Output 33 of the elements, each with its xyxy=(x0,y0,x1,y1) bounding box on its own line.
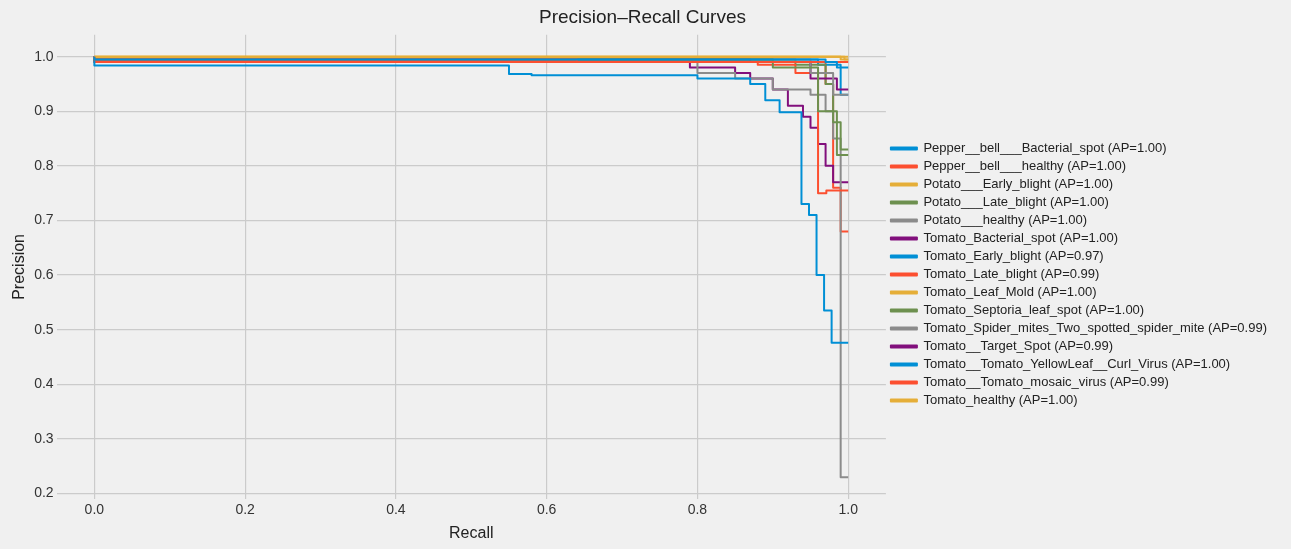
x-tick-label: 0.0 xyxy=(84,501,105,518)
legend-label: Tomato__Tomato_mosaic_virus (AP=0.99) xyxy=(923,374,1169,390)
legend-label: Tomato__Target_Spot (AP=0.99) xyxy=(923,338,1114,354)
legend-label: Pepper__bell___Bacterial_spot (AP=1.00) xyxy=(923,140,1167,156)
y-tick-label: 0.2 xyxy=(34,484,54,501)
legend-label: Tomato_Septoria_leaf_spot (AP=1.00) xyxy=(923,302,1145,318)
legend-label: Tomato_Bacterial_spot (AP=1.00) xyxy=(923,230,1119,246)
legend-label: Potato___Early_blight (AP=1.00) xyxy=(923,176,1114,192)
x-tick-label: 0.2 xyxy=(235,501,256,518)
legend-label: Tomato_healthy (AP=1.00) xyxy=(923,392,1078,408)
y-axis-title: Precision xyxy=(10,233,28,300)
legend-label: Tomato_Spider_mites_Two_spotted_spider_mite (AP=0.99) xyxy=(923,320,1267,336)
legend-label: Tomato__Tomato_YellowLeaf__Curl_Virus (AP=1.00) xyxy=(923,356,1231,372)
y-tick-label: 0.5 xyxy=(34,320,54,337)
y-tick-label: 1.0 xyxy=(34,47,54,64)
x-tick-label: 1.0 xyxy=(838,501,859,518)
legend-label: Pepper__bell___healthy (AP=1.00) xyxy=(923,158,1127,174)
y-tick-label: 0.9 xyxy=(34,102,54,119)
x-axis-title: Recall xyxy=(449,523,494,541)
legend-label: Potato___healthy (AP=1.00) xyxy=(923,212,1088,228)
legend-label: Tomato_Leaf_Mold (AP=1.00) xyxy=(923,284,1097,300)
y-tick-label: 0.6 xyxy=(34,265,54,282)
legend-label: Tomato_Late_blight (AP=0.99) xyxy=(923,266,1100,282)
y-tick-label: 0.3 xyxy=(34,429,54,446)
y-tick-label: 0.7 xyxy=(34,211,54,228)
x-tick-label: 0.6 xyxy=(536,501,557,518)
x-tick-label: 0.8 xyxy=(687,501,708,518)
y-tick-label: 0.8 xyxy=(34,156,54,173)
y-tick-label: 0.4 xyxy=(34,375,54,392)
legend-label: Tomato_Early_blight (AP=0.97) xyxy=(923,248,1104,264)
x-tick-label: 0.4 xyxy=(386,501,406,518)
legend-label: Potato___Late_blight (AP=1.00) xyxy=(923,194,1109,210)
chart-title: Precision–Recall Curves xyxy=(539,5,746,27)
